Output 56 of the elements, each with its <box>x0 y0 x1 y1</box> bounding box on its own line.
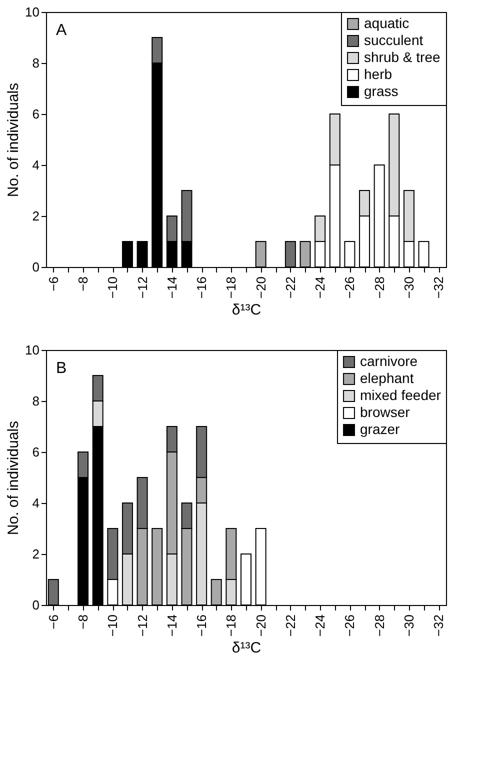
legend-label: browser <box>360 404 410 420</box>
y-tick-label: 0 <box>32 598 40 612</box>
legend-label: mixed feeder <box>360 387 442 403</box>
y-axis-title: No. of individuals <box>5 420 22 536</box>
x-tick-label: −20 <box>253 614 268 637</box>
x-tick-label: −14 <box>164 614 180 637</box>
legend-label: shrub & tree <box>364 49 440 65</box>
y-tick-label: 10 <box>25 342 40 358</box>
y-tick-label: 2 <box>32 208 40 224</box>
legend-label: aquatic <box>364 15 410 31</box>
x-tick-label: −10 <box>105 614 120 637</box>
x-tick-label: −26 <box>342 276 358 299</box>
y-tick-label: 8 <box>32 394 40 408</box>
x-tick-label: −30 <box>401 276 416 299</box>
x-tick-label: −6 <box>46 614 61 630</box>
x-tick-label: −22 <box>282 614 298 637</box>
legend-label: grazer <box>360 421 400 437</box>
x-tick-label: −28 <box>372 614 387 637</box>
y-tick-label: 8 <box>32 56 40 70</box>
x-tick-label: −6 <box>46 276 61 292</box>
legend-label: carnivore <box>360 353 418 369</box>
x-tick-label: −16 <box>194 614 210 637</box>
x-tick-label: −28 <box>372 276 387 299</box>
x-tick-label: −22 <box>282 276 298 299</box>
annotation: A <box>56 22 67 39</box>
x-tick-label: −26 <box>342 614 358 637</box>
x-tick-label: −32 <box>431 276 446 299</box>
y-tick-label: 2 <box>32 546 40 562</box>
x-tick-label: −16 <box>194 276 210 299</box>
y-tick-label: 6 <box>32 444 40 460</box>
x-tick-label: −24 <box>312 276 328 299</box>
x-tick-label: −18 <box>224 614 239 637</box>
x-tick-label: −18 <box>224 276 239 299</box>
x-tick-label: −14 <box>164 276 180 299</box>
x-tick-label: −30 <box>401 614 416 637</box>
y-tick-label: 10 <box>25 4 40 20</box>
x-axis-title: δ¹³C <box>232 302 262 319</box>
x-tick-label: −12 <box>134 276 150 299</box>
x-tick-label: −32 <box>431 614 446 637</box>
y-tick-label: 4 <box>32 496 40 510</box>
x-tick-label: −8 <box>76 614 91 630</box>
x-axis-title: δ¹³C <box>232 640 262 657</box>
x-tick-label: −10 <box>105 276 120 299</box>
legend-label: grass <box>364 83 398 99</box>
annotation: B <box>56 360 67 377</box>
legend-label: succulent <box>364 32 424 48</box>
x-tick-label: −20 <box>253 276 268 299</box>
y-axis-title: No. of individuals <box>5 82 22 198</box>
y-tick-label: 4 <box>32 158 40 172</box>
x-tick-label: −24 <box>312 614 328 637</box>
legend-label: herb <box>364 66 392 82</box>
y-tick-label: 6 <box>32 106 40 122</box>
y-tick-label: 0 <box>32 260 40 274</box>
x-tick-label: −12 <box>134 614 150 637</box>
x-tick-label: −8 <box>76 276 91 292</box>
legend-label: elephant <box>360 370 414 386</box>
